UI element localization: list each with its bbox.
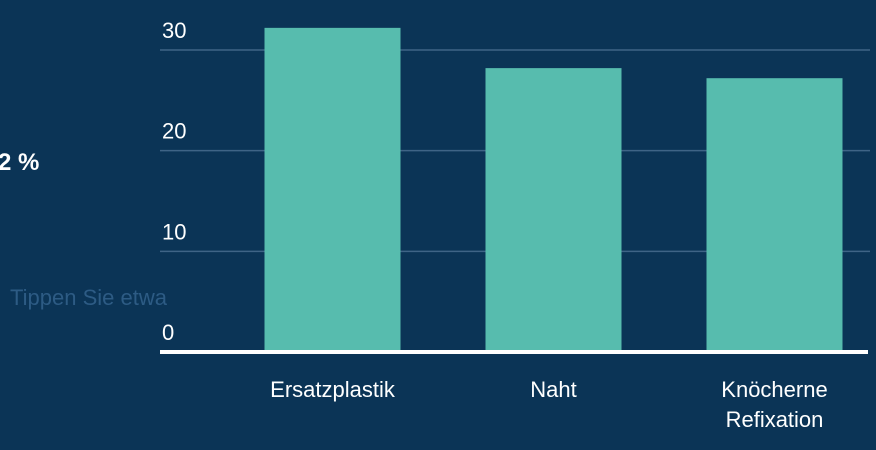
hint-text: Tippen Sie etwa: [10, 285, 168, 310]
label-line: Knöcherne: [721, 377, 827, 402]
y-tick-label: 10: [162, 219, 186, 244]
x-tick-label: Knöcherne Refixation: [721, 377, 827, 432]
score-text: 2 %: [0, 149, 39, 176]
x-tick-label: Naht: [530, 377, 576, 402]
x-tick-label: Ersatzplastik: [270, 377, 396, 402]
y-tick-label: 30: [162, 18, 186, 43]
bar: [485, 68, 622, 353]
y-tick-label: 20: [162, 119, 186, 144]
label-line: Refixation: [726, 407, 824, 432]
y-tick-label: 0: [162, 320, 174, 345]
bar: [264, 27, 401, 352]
bar: [706, 78, 843, 352]
